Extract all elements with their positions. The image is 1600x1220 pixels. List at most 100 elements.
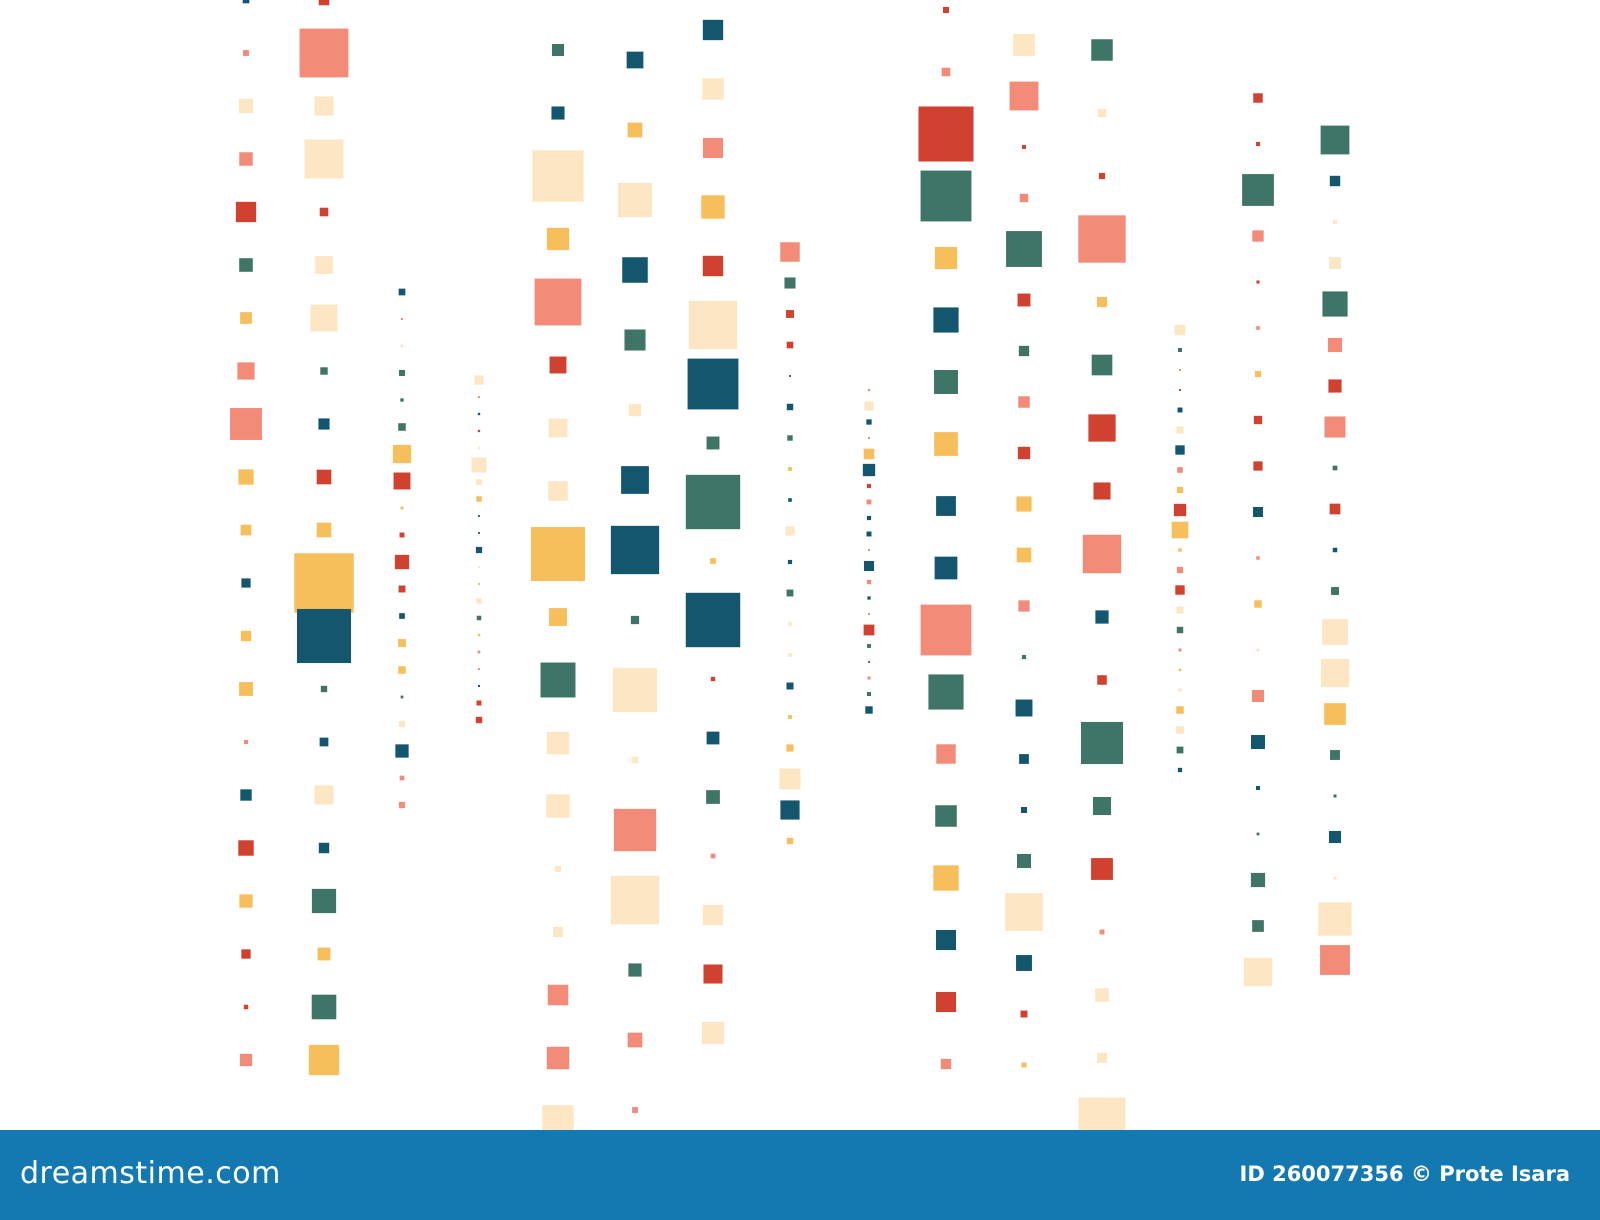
square bbox=[546, 1046, 570, 1070]
square bbox=[315, 256, 333, 274]
square bbox=[868, 549, 870, 551]
square bbox=[934, 370, 958, 394]
square bbox=[1330, 750, 1340, 760]
square bbox=[866, 515, 872, 521]
square bbox=[476, 598, 482, 604]
square bbox=[786, 403, 794, 411]
square bbox=[1332, 547, 1338, 553]
square bbox=[475, 546, 483, 554]
square bbox=[1176, 606, 1184, 614]
square bbox=[314, 96, 334, 116]
square bbox=[1078, 215, 1126, 263]
square bbox=[867, 676, 871, 680]
square bbox=[1320, 945, 1350, 975]
square bbox=[1320, 658, 1350, 688]
square bbox=[476, 496, 482, 502]
square bbox=[702, 78, 724, 100]
square bbox=[546, 227, 570, 251]
square bbox=[786, 341, 794, 349]
square bbox=[1254, 600, 1262, 608]
square bbox=[1179, 389, 1181, 391]
square bbox=[942, 6, 950, 14]
square bbox=[1251, 735, 1265, 749]
square bbox=[551, 43, 565, 57]
square bbox=[1177, 347, 1183, 353]
square bbox=[1095, 988, 1109, 1002]
square bbox=[1020, 806, 1028, 814]
square bbox=[868, 661, 870, 663]
square bbox=[1174, 324, 1186, 336]
square bbox=[296, 608, 352, 664]
square bbox=[477, 633, 481, 637]
square bbox=[867, 644, 871, 648]
square bbox=[320, 685, 328, 693]
square bbox=[1082, 534, 1122, 574]
square bbox=[928, 674, 964, 710]
square bbox=[238, 840, 254, 856]
square bbox=[1016, 496, 1032, 512]
image-id: ID 260077356 bbox=[1239, 1162, 1404, 1186]
square bbox=[626, 51, 644, 69]
square bbox=[1254, 370, 1262, 378]
square bbox=[240, 789, 252, 801]
square bbox=[547, 984, 569, 1006]
square bbox=[1097, 675, 1107, 685]
square bbox=[1176, 746, 1184, 754]
square bbox=[398, 666, 406, 674]
square bbox=[1016, 955, 1032, 971]
square bbox=[555, 866, 561, 872]
square bbox=[1005, 893, 1043, 931]
square bbox=[1333, 794, 1337, 798]
square bbox=[703, 964, 723, 984]
square bbox=[239, 682, 253, 696]
square bbox=[1177, 467, 1183, 473]
square bbox=[399, 532, 405, 538]
square bbox=[1253, 415, 1263, 425]
square bbox=[941, 67, 951, 77]
square bbox=[1322, 291, 1348, 317]
square bbox=[865, 706, 873, 714]
square bbox=[788, 467, 792, 471]
logo[interactable]: dreamstime.com bbox=[20, 1156, 281, 1191]
square bbox=[1022, 145, 1026, 149]
square bbox=[1091, 354, 1113, 376]
square bbox=[1256, 326, 1260, 330]
square bbox=[621, 466, 649, 494]
square bbox=[1021, 654, 1027, 660]
square bbox=[1006, 231, 1042, 267]
square bbox=[1255, 141, 1261, 147]
square bbox=[933, 307, 959, 333]
square bbox=[866, 499, 872, 505]
square bbox=[474, 375, 484, 385]
square bbox=[299, 28, 349, 78]
square bbox=[701, 1021, 725, 1045]
square bbox=[318, 842, 330, 854]
square bbox=[710, 558, 716, 564]
square bbox=[632, 1107, 638, 1113]
square bbox=[243, 1004, 249, 1010]
square bbox=[788, 498, 792, 502]
square bbox=[1324, 703, 1346, 725]
square bbox=[934, 556, 958, 580]
square bbox=[863, 448, 875, 460]
square bbox=[1332, 219, 1338, 225]
square bbox=[617, 182, 653, 218]
square bbox=[1018, 345, 1030, 357]
square bbox=[1242, 174, 1274, 206]
square bbox=[237, 362, 255, 380]
square bbox=[477, 446, 481, 450]
square bbox=[1177, 407, 1183, 413]
square bbox=[1016, 547, 1032, 563]
square bbox=[1252, 920, 1264, 932]
square bbox=[706, 790, 720, 804]
square bbox=[240, 630, 252, 642]
square bbox=[1256, 832, 1260, 836]
square bbox=[311, 888, 337, 914]
square bbox=[936, 496, 956, 516]
square bbox=[242, 0, 250, 4]
square bbox=[1252, 506, 1264, 518]
pattern bbox=[230, 0, 1352, 1130]
square bbox=[789, 375, 791, 377]
square bbox=[920, 170, 972, 222]
square bbox=[394, 554, 410, 570]
